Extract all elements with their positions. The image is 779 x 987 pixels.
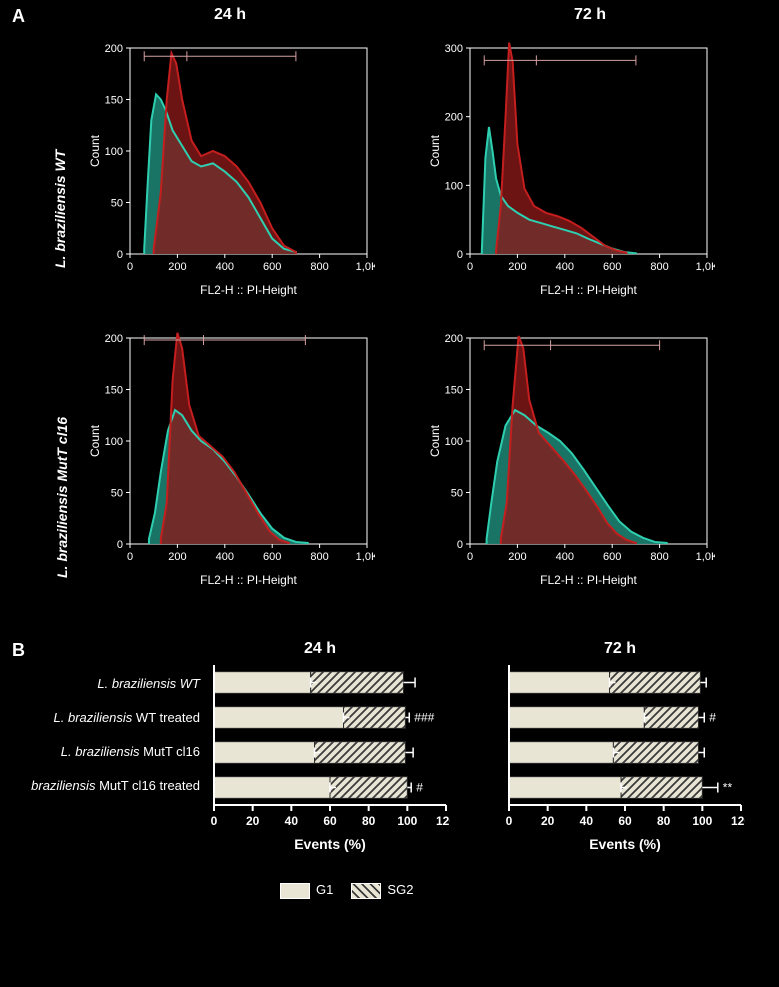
- svg-text:0: 0: [117, 249, 123, 261]
- svg-text:400: 400: [216, 551, 234, 563]
- bar-label-2: L. braziliensis MutT cl16: [0, 744, 200, 759]
- svg-text:0: 0: [211, 814, 218, 828]
- svg-text:50: 50: [451, 488, 463, 500]
- col-title-24h-b: 24 h: [260, 640, 380, 658]
- svg-text:200: 200: [105, 333, 123, 345]
- barchart-72h: # ** 0 20 40 60 80 100 120 Events (%): [505, 665, 745, 855]
- svg-text:0: 0: [506, 814, 513, 828]
- svg-text:100: 100: [445, 436, 463, 448]
- barchart-24h: ####020406080100120Events (%): [210, 665, 450, 855]
- svg-text:200: 200: [508, 261, 526, 273]
- svg-text:600: 600: [603, 261, 621, 273]
- svg-text:800: 800: [310, 551, 328, 563]
- bar-label-1: L. braziliensis WT treated: [0, 710, 200, 725]
- svg-text:FL2-H :: PI-Height: FL2-H :: PI-Height: [200, 283, 297, 297]
- svg-text:###: ###: [414, 711, 434, 725]
- svg-text:200: 200: [105, 43, 123, 55]
- svg-text:200: 200: [445, 112, 463, 124]
- svg-text:#: #: [709, 711, 716, 725]
- svg-text:200: 200: [168, 261, 186, 273]
- svg-text:1,0K: 1,0K: [696, 261, 715, 273]
- legend-label-g1: G1: [316, 882, 333, 897]
- panel-b-label: B: [12, 640, 25, 661]
- svg-text:0: 0: [127, 261, 133, 273]
- svg-text:0: 0: [457, 539, 463, 551]
- svg-text:0: 0: [457, 249, 463, 261]
- svg-text:20: 20: [246, 814, 260, 828]
- svg-text:Count: Count: [88, 424, 102, 457]
- col-title-72h-a: 72 h: [530, 6, 650, 24]
- svg-text:100: 100: [105, 146, 123, 158]
- svg-text:**: **: [723, 781, 733, 795]
- bar-label-0: L. braziliensis WT: [0, 676, 200, 691]
- svg-text:FL2-H :: PI-Height: FL2-H :: PI-Height: [540, 573, 637, 587]
- svg-text:1,0K: 1,0K: [356, 261, 375, 273]
- svg-text:40: 40: [285, 814, 299, 828]
- svg-text:FL2-H :: PI-Height: FL2-H :: PI-Height: [540, 283, 637, 297]
- legend-swatch-g1: [280, 883, 310, 899]
- svg-text:200: 200: [168, 551, 186, 563]
- svg-text:0: 0: [467, 551, 473, 563]
- svg-text:20: 20: [541, 814, 555, 828]
- svg-text:FL2-H :: PI-Height: FL2-H :: PI-Height: [200, 573, 297, 587]
- svg-text:0: 0: [117, 539, 123, 551]
- legend: G1 SG2: [280, 882, 413, 899]
- svg-text:150: 150: [105, 385, 123, 397]
- svg-text:80: 80: [362, 814, 376, 828]
- svg-text:Events (%): Events (%): [589, 836, 661, 852]
- svg-text:0: 0: [467, 261, 473, 273]
- svg-text:0: 0: [127, 551, 133, 563]
- svg-text:120: 120: [731, 814, 745, 828]
- svg-text:800: 800: [310, 261, 328, 273]
- legend-swatch-sg2: [351, 883, 381, 899]
- svg-text:600: 600: [263, 261, 281, 273]
- svg-text:Count: Count: [428, 424, 442, 457]
- svg-text:400: 400: [556, 551, 574, 563]
- legend-label-sg2: SG2: [387, 882, 413, 897]
- svg-text:400: 400: [216, 261, 234, 273]
- bar-label-3: braziliensis MutT cl16 treated: [0, 778, 200, 793]
- histogram-mutt-72h: 05010015020002004006008001,0KFL2-H :: PI…: [425, 320, 715, 590]
- svg-text:300: 300: [445, 43, 463, 55]
- svg-text:1,0K: 1,0K: [356, 551, 375, 563]
- svg-text:800: 800: [650, 551, 668, 563]
- svg-text:Events (%): Events (%): [294, 836, 366, 852]
- histogram-wt-24h: 05010015020002004006008001,0KFL2-H :: PI…: [85, 30, 375, 300]
- svg-text:200: 200: [508, 551, 526, 563]
- histogram-wt-72h: 010020030002004006008001,0KFL2-H :: PI-H…: [425, 30, 715, 300]
- svg-text:100: 100: [445, 180, 463, 192]
- svg-text:50: 50: [111, 198, 123, 210]
- panel-a-label: A: [12, 6, 25, 27]
- svg-text:1,0K: 1,0K: [696, 551, 715, 563]
- svg-text:Count: Count: [428, 134, 442, 167]
- svg-text:Count: Count: [88, 134, 102, 167]
- svg-text:100: 100: [105, 436, 123, 448]
- svg-text:600: 600: [603, 551, 621, 563]
- col-title-72h-b: 72 h: [560, 640, 680, 658]
- histogram-mutt-24h: 05010015020002004006008001,0KFL2-H :: PI…: [85, 320, 375, 590]
- svg-text:200: 200: [445, 333, 463, 345]
- figure-root: A 24 h 72 h L. braziliensis WT L. brazil…: [0, 0, 779, 987]
- svg-text:50: 50: [111, 488, 123, 500]
- svg-text:40: 40: [580, 814, 594, 828]
- svg-text:80: 80: [657, 814, 671, 828]
- svg-text:60: 60: [323, 814, 337, 828]
- svg-text:150: 150: [105, 95, 123, 107]
- svg-text:150: 150: [445, 385, 463, 397]
- svg-text:#: #: [416, 781, 423, 795]
- svg-text:600: 600: [263, 551, 281, 563]
- svg-text:400: 400: [556, 261, 574, 273]
- svg-text:800: 800: [650, 261, 668, 273]
- col-title-24h-a: 24 h: [170, 6, 290, 24]
- svg-text:120: 120: [436, 814, 450, 828]
- svg-text:100: 100: [692, 814, 712, 828]
- row-label-wt: L. braziliensis WT: [52, 68, 68, 268]
- row-label-mutt: L. braziliensis MutT cl16: [54, 338, 70, 578]
- svg-text:100: 100: [397, 814, 417, 828]
- svg-text:60: 60: [618, 814, 632, 828]
